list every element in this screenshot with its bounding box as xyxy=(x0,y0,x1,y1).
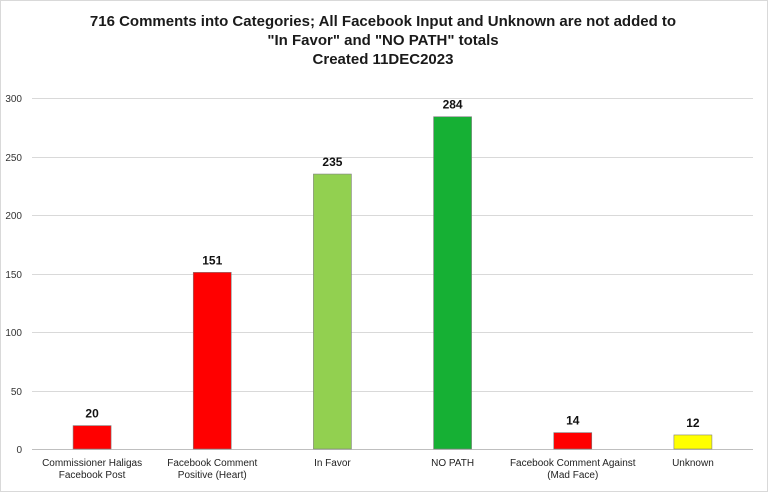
category-label: In Favor xyxy=(314,458,351,469)
data-label: 20 xyxy=(85,407,99,421)
bars xyxy=(72,116,713,450)
y-tick-label: 300 xyxy=(5,94,22,105)
bar xyxy=(673,434,713,450)
bar xyxy=(553,432,593,450)
data-label: 284 xyxy=(443,98,463,112)
data-label: 14 xyxy=(566,414,580,428)
data-label: 12 xyxy=(686,416,700,430)
chart-title: 716 Comments into Categories; All Facebo… xyxy=(0,12,766,69)
bar xyxy=(72,425,112,450)
y-tick-label: 100 xyxy=(5,328,22,339)
bar xyxy=(433,116,472,450)
gridlines xyxy=(32,98,753,450)
category-label: NO PATH xyxy=(431,458,474,469)
y-tick-label: 50 xyxy=(11,387,23,398)
y-tick-label: 250 xyxy=(5,153,22,164)
category-label: Commissioner Haligas xyxy=(42,458,142,469)
category-label: Unknown xyxy=(672,458,714,469)
bar xyxy=(313,173,352,450)
category-label: (Mad Face) xyxy=(547,470,598,481)
chart-title-line-2: "In Favor" and "NO PATH" totals xyxy=(267,32,499,49)
bar xyxy=(192,272,232,450)
y-tick-label: 0 xyxy=(16,445,22,456)
data-label: 151 xyxy=(202,253,222,267)
category-label: Facebook Comment Against xyxy=(510,458,636,469)
data-labels: 20 151 235 284 14 12 xyxy=(85,98,700,430)
category-label: Positive (Heart) xyxy=(178,470,247,481)
y-tick-label: 200 xyxy=(5,211,22,222)
y-tick-label: 150 xyxy=(5,270,22,281)
y-axis-tick-labels: 0 50 100 150 200 250 300 xyxy=(5,94,22,456)
category-label: Facebook Post xyxy=(59,470,126,481)
chart-title-line-1: 716 Comments into Categories; All Facebo… xyxy=(89,13,677,30)
category-label: Facebook Comment xyxy=(167,458,257,469)
chart-title-line-3: Created 11DEC2023 xyxy=(312,51,454,68)
data-label: 235 xyxy=(322,155,342,169)
